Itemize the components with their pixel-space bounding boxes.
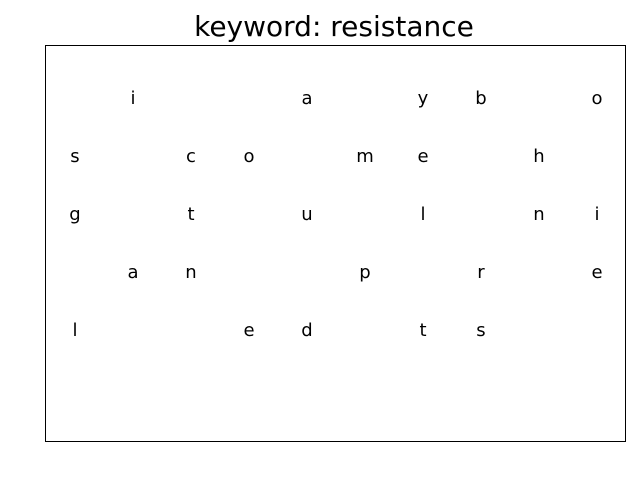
grid-letter[interactable]: i	[130, 88, 136, 109]
grid-letter[interactable]: l	[420, 204, 426, 225]
grid-letter[interactable]: h	[533, 146, 545, 167]
grid-letter[interactable]: o	[591, 88, 603, 109]
grid-letter[interactable]: m	[356, 146, 374, 167]
grid-letter[interactable]: n	[185, 262, 197, 283]
grid-letter[interactable]: y	[417, 88, 429, 109]
grid-letter[interactable]: s	[70, 146, 80, 167]
grid-letter[interactable]: a	[301, 88, 313, 109]
grid-letter[interactable]: a	[127, 262, 139, 283]
grid-letter[interactable]: n	[533, 204, 545, 225]
grid-letter[interactable]: l	[72, 320, 78, 341]
grid-letter[interactable]: t	[419, 320, 427, 341]
grid-letter[interactable]: b	[475, 88, 487, 109]
grid-letter[interactable]: i	[594, 204, 600, 225]
grid-letter[interactable]: o	[243, 146, 255, 167]
grid-letter[interactable]: e	[591, 262, 603, 283]
grid-letter[interactable]: t	[187, 204, 195, 225]
letter-grid-board: i a y b o s c o m e h g t u l n i a n p r e l e d t s	[45, 45, 626, 442]
grid-letter[interactable]: r	[477, 262, 485, 283]
grid-letter[interactable]: p	[359, 262, 371, 283]
grid-letter[interactable]: c	[186, 146, 196, 167]
grid-letter[interactable]: e	[417, 146, 429, 167]
grid-letter[interactable]: e	[243, 320, 255, 341]
grid-letter[interactable]: u	[301, 204, 313, 225]
puzzle-title: keyword: resistance	[194, 10, 474, 43]
grid-letter[interactable]: d	[301, 320, 313, 341]
grid-letter[interactable]: s	[476, 320, 486, 341]
grid-letter[interactable]: g	[69, 204, 81, 225]
